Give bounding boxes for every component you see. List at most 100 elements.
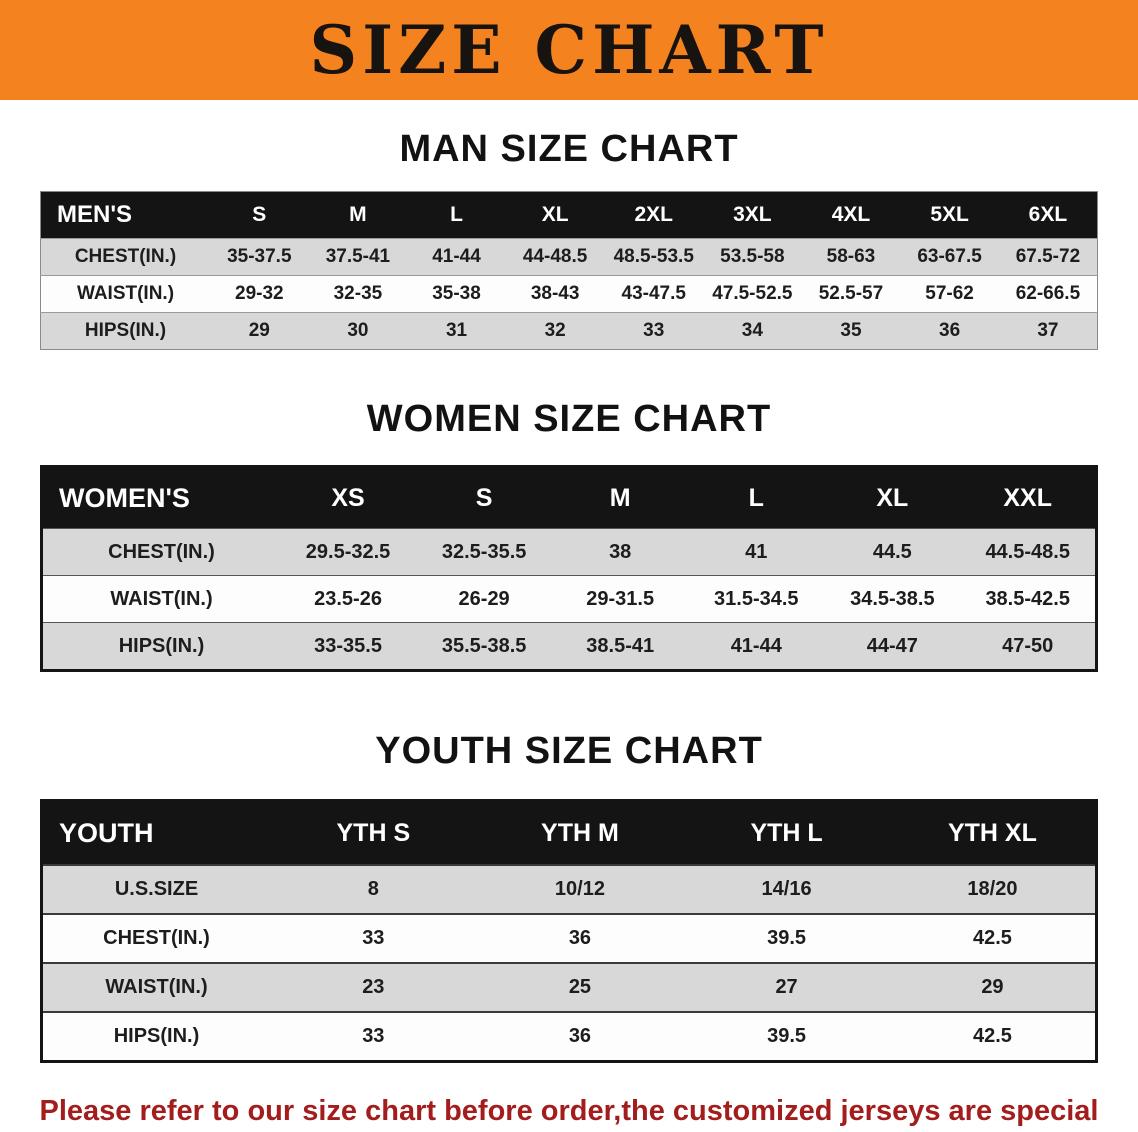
table-cell: 67.5-72 [1015,246,1081,267]
table-cell: 42.5 [972,1025,1012,1047]
table-header-row: YOUTH YTH S YTH M YTH L YTH XL [41,800,1097,865]
column-header: XS [280,466,417,529]
men-section-title: MAN SIZE CHART [399,128,739,170]
table-cell: 62-66.5 [1015,283,1081,304]
table-cell: 31 [445,320,468,341]
table-cell: 53.5-58 [720,246,785,267]
youth-size-table: YOUTH YTH S YTH M YTH L YTH XL U.S.SIZE 8 10/12… [40,799,1098,1063]
table-cell: 14/16 [761,878,812,900]
table-row: CHEST(IN.) 33 36 39.5 42.5 [41,914,1097,963]
table-cell: 57-62 [925,283,974,304]
table-cell: 42.5 [972,927,1012,949]
men-size-table: MEN'S S M L XL 2XL 3XL 4XL 5XL 6XL CHEST(IN.) 35-37… [40,191,1098,350]
table-row: WAIST(IN.) 23 25 27 29 [41,963,1097,1012]
table-cell: 33 [362,1025,385,1047]
column-header: M [552,466,689,529]
table-cell: 38.5-42.5 [985,587,1070,610]
table-title-cell: MEN'S [40,191,210,239]
table-cell: 47-50 [1002,634,1054,657]
table-cell: 8 [367,878,379,900]
table-row: WAIST(IN.) 23.5-26 26-29 29-31.5 31.5-34.5 34… [41,575,1097,623]
table-cell: 29-32 [235,283,284,304]
column-header: 5XL [900,191,999,239]
table-cell: 35-38 [432,283,481,304]
column-header: 4XL [801,191,901,239]
table-cell: 37 [1037,320,1059,341]
women-section-title: WOMEN SIZE CHART [366,398,772,440]
table-row: WAIST(IN.) 29-32 32-35 35-38 38-43 43-47.5 47.… [40,275,1098,313]
row-label: HIPS(IN.) [113,1025,200,1047]
table-cell: 58-63 [826,246,876,267]
column-header: L [688,466,825,529]
column-header: XL [824,466,961,529]
page-title: SIZE CHART [309,11,829,89]
table-cell: 25 [568,976,592,998]
table-cell: 32-35 [333,283,383,304]
table-title-cell: YOUTH [41,800,270,865]
table-cell: 32 [544,320,566,341]
row-label: WAIST(IN.) [105,976,208,998]
table-row: HIPS(IN.) 33-35.5 35.5-38.5 38.5-41 41-44 44-… [41,622,1097,671]
table-cell: 29 [981,976,1004,998]
table-cell: 34.5-38.5 [850,587,935,610]
column-header: 3XL [703,191,802,239]
row-label: CHEST(IN.) [103,927,210,949]
table-cell: 29 [248,320,270,341]
table-cell: 30 [347,320,369,341]
women-size-table: WOMEN'S XS S M L XL XXL CHEST(IN.) 29.5-32.5 32.5… [40,465,1098,672]
table-header-row: WOMEN'S XS S M L XL XXL [41,466,1097,529]
row-label: U.S.SIZE [114,878,199,900]
table-cell: 63-67.5 [917,246,982,267]
table-cell: 33-35.5 [314,634,382,657]
women-size-section: WOMEN SIZE CHART WOMEN'S XS S M L XL XXL CHEST(… [0,398,1138,672]
column-header: YTH L [683,800,890,865]
column-header: YTH M [476,800,684,865]
table-cell: 31.5-34.5 [714,587,799,610]
youth-section-title: YOUTH SIZE CHART [375,730,763,772]
table-row: U.S.SIZE 8 10/12 14/16 18/20 [41,865,1097,914]
row-label: HIPS(IN.) [118,634,205,657]
table-cell: 44.5 [872,540,912,563]
table-row: HIPS(IN.) 33 36 39.5 42.5 [41,1012,1097,1062]
table-cell: 39.5 [767,1025,807,1047]
row-label: WAIST(IN.) [110,587,213,610]
table-cell: 32.5-35.5 [441,540,527,563]
table-cell: 33 [362,927,385,949]
column-header: M [308,191,408,239]
table-cell: 43-47.5 [621,283,686,304]
table-cell: 36 [939,320,961,341]
row-label: HIPS(IN.) [84,320,167,341]
table-cell: 41-44 [432,246,481,267]
column-header: XL [505,191,605,239]
table-cell: 35 [840,320,862,341]
table-cell: 18/20 [967,878,1018,900]
row-label: CHEST(IN.) [108,540,215,563]
table-cell: 38-43 [530,283,580,304]
table-cell: 41-44 [730,634,782,657]
top-banner: SIZE CHART [0,0,1138,100]
table-cell: 36 [568,927,592,949]
table-cell: 26-29 [458,587,510,610]
table-cell: 41 [745,540,768,563]
table-cell: 10/12 [554,878,605,900]
table-cell: 29-31.5 [586,587,655,610]
table-row: HIPS(IN.) 29 30 31 32 33 34 35 36 37 [40,312,1098,350]
youth-size-section: YOUTH SIZE CHART YOUTH YTH S YTH M YTH L YTH… [0,730,1138,1063]
table-row: CHEST(IN.) 35-37.5 37.5-41 41-44 44-48.5 48.5… [40,238,1098,276]
table-cell: 34 [741,320,763,341]
table-cell: 39.5 [767,927,807,949]
order-policy-note: Please refer to our size chart before or… [14,1089,1124,1132]
column-header: 2XL [604,191,704,239]
column-header: XXL [960,466,1097,529]
order-policy-line-1: Please refer to our size chart before or… [39,1095,1099,1127]
column-header: L [407,191,506,239]
table-cell: 36 [568,1025,592,1047]
column-header: YTH XL [889,800,1097,865]
table-cell: 48.5-53.5 [613,246,694,267]
column-header: YTH S [270,800,477,865]
table-cell: 37.5-41 [325,246,391,267]
row-label: WAIST(IN.) [76,283,175,304]
table-cell: 33 [643,320,665,341]
table-cell: 29.5-32.5 [305,540,391,563]
table-header-row: MEN'S S M L XL 2XL 3XL 4XL 5XL 6XL [40,191,1098,239]
